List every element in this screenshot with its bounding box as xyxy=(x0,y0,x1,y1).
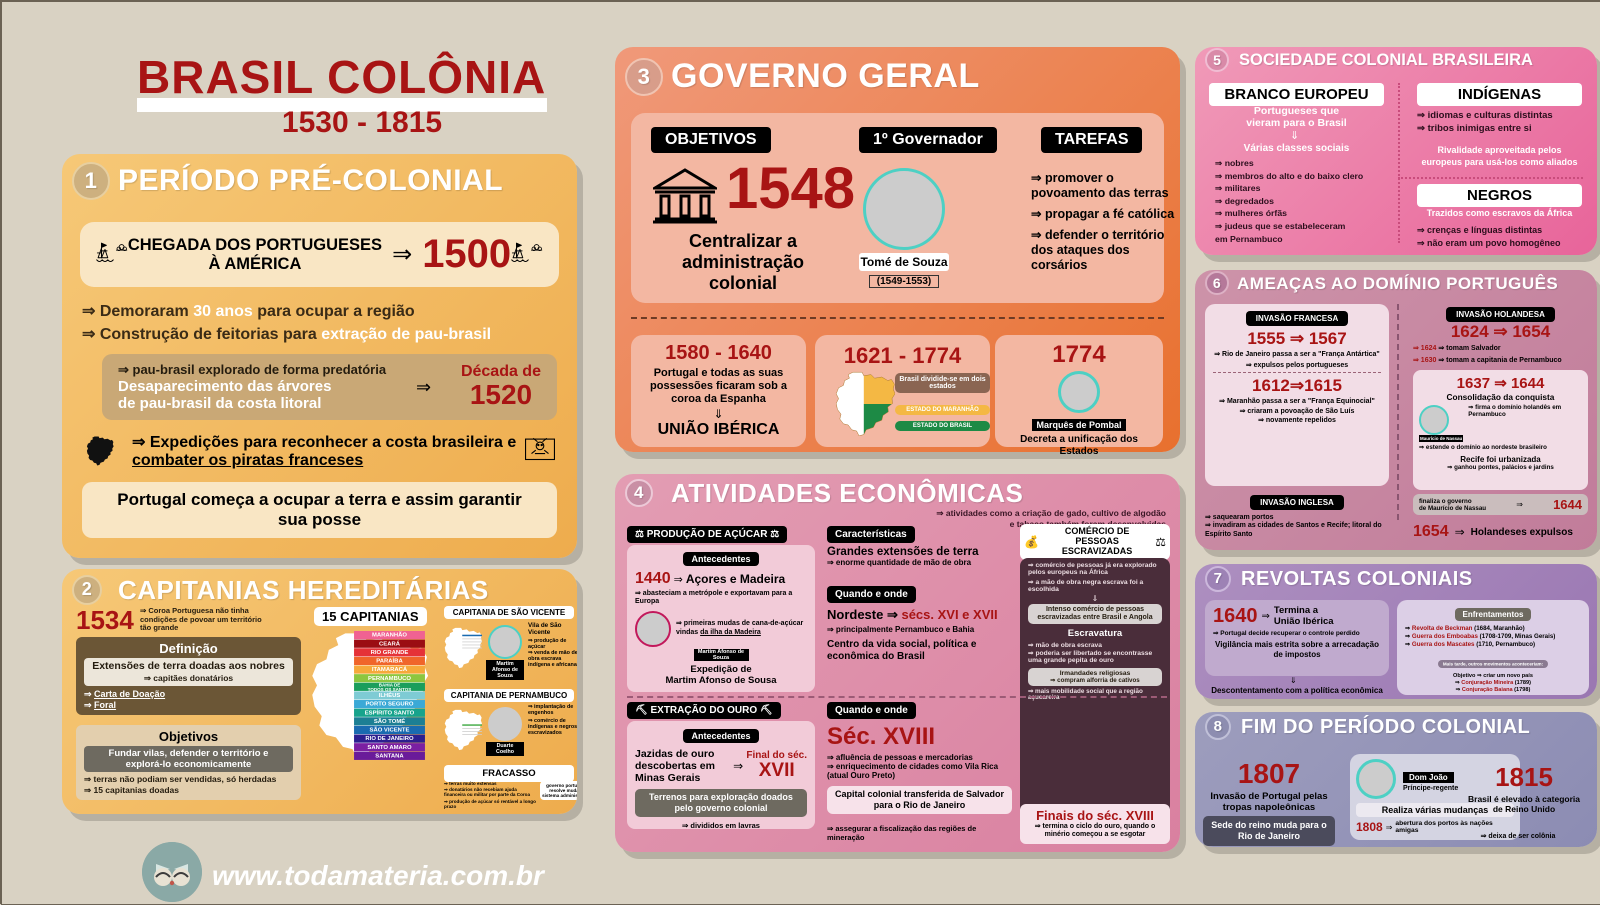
svg-text:SANTO AMARO: SANTO AMARO xyxy=(367,745,412,751)
svg-text:RIO DE JANEIRO: RIO DE JANEIRO xyxy=(365,736,414,742)
svg-text:PARAÍBA: PARAÍBA xyxy=(376,657,403,665)
svg-text:PORTO SEGURO: PORTO SEGURO xyxy=(365,702,413,708)
svg-text:ITAMARACÁ: ITAMARACÁ xyxy=(372,666,408,673)
svg-text:SÃO TOMÉ: SÃO TOMÉ xyxy=(374,717,405,725)
svg-text:SÃO VICENTE: SÃO VICENTE xyxy=(370,727,410,734)
svg-text:RIO GRANDE: RIO GRANDE xyxy=(371,650,409,656)
svg-text:PERNAMBUCO: PERNAMBUCO xyxy=(368,676,411,682)
svg-text:ESPÍRITO SANTO: ESPÍRITO SANTO xyxy=(365,708,415,716)
svg-text:SANTANA: SANTANA xyxy=(375,753,404,759)
svg-text:ILHÉUS: ILHÉUS xyxy=(379,691,401,699)
svg-text:CEARÁ: CEARÁ xyxy=(379,640,401,647)
svg-text:MARANHÃO: MARANHÃO xyxy=(372,632,407,639)
